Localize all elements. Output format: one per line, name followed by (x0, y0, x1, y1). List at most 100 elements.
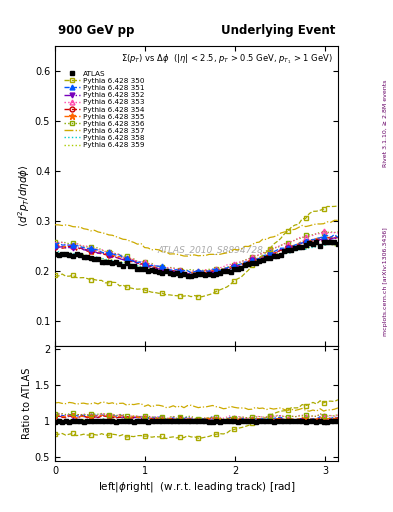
Pythia 6.428 353 (224, 262, 229, 268)
Line: Pythia 6.428 351: Pythia 6.428 351 (53, 232, 340, 275)
Line: Pythia 6.428 358: Pythia 6.428 358 (55, 243, 338, 275)
Text: 900 GeV pp: 900 GeV pp (58, 24, 134, 37)
ATLAS (185, 273, 190, 280)
Pythia 6.428 359 (178, 270, 183, 276)
Pythia 6.428 352 (239, 263, 244, 269)
Pythia 6.428 350 (307, 210, 312, 217)
Pythia 6.428 353 (250, 254, 254, 261)
Pythia 6.428 355 (228, 264, 233, 270)
ATLAS (307, 240, 312, 246)
Pythia 6.428 358 (336, 240, 340, 246)
Pythia 6.428 356 (250, 253, 254, 260)
Pythia 6.428 359 (228, 268, 233, 274)
Pythia 6.428 357 (250, 242, 254, 248)
Pythia 6.428 359 (189, 271, 193, 278)
ATLAS (250, 260, 254, 266)
Pythia 6.428 356 (224, 264, 229, 270)
Line: Pythia 6.428 355: Pythia 6.428 355 (52, 233, 341, 277)
Pythia 6.428 356 (196, 269, 201, 275)
Line: Pythia 6.428 357: Pythia 6.428 357 (55, 220, 338, 256)
Pythia 6.428 356 (307, 231, 312, 238)
Pythia 6.428 354 (239, 263, 244, 269)
Pythia 6.428 353 (307, 233, 312, 239)
Pythia 6.428 358 (307, 245, 312, 251)
Pythia 6.428 358 (250, 262, 254, 268)
Pythia 6.428 352 (250, 257, 254, 263)
Pythia 6.428 352 (336, 237, 340, 243)
Pythia 6.428 356 (178, 267, 183, 273)
Pythia 6.428 355 (336, 234, 340, 240)
Pythia 6.428 352 (224, 265, 229, 271)
Pythia 6.428 356 (239, 259, 244, 265)
Line: Pythia 6.428 356: Pythia 6.428 356 (53, 229, 340, 274)
Pythia 6.428 355 (53, 242, 57, 248)
Pythia 6.428 359 (329, 241, 333, 247)
Pythia 6.428 350 (178, 293, 183, 299)
X-axis label: left|$\phi$right|  (w.r.t. leading track) [rad]: left|$\phi$right| (w.r.t. leading track)… (98, 480, 295, 494)
Pythia 6.428 353 (239, 259, 244, 265)
Pythia 6.428 354 (53, 244, 57, 250)
Pythia 6.428 354 (250, 258, 254, 264)
Y-axis label: Ratio to ATLAS: Ratio to ATLAS (22, 368, 32, 439)
Pythia 6.428 351 (250, 257, 254, 263)
Pythia 6.428 353 (228, 261, 233, 267)
Pythia 6.428 355 (332, 233, 337, 240)
Line: Pythia 6.428 354: Pythia 6.428 354 (53, 235, 340, 276)
Pythia 6.428 355 (239, 261, 244, 267)
Pythia 6.428 357 (239, 246, 244, 252)
Pythia 6.428 351 (332, 231, 337, 238)
ATLAS (53, 251, 57, 258)
Pythia 6.428 357 (178, 252, 183, 258)
Pythia 6.428 354 (336, 234, 340, 241)
Line: Pythia 6.428 350: Pythia 6.428 350 (53, 204, 340, 300)
Pythia 6.428 352 (332, 234, 337, 241)
Pythia 6.428 351 (228, 264, 233, 270)
Pythia 6.428 359 (239, 264, 244, 270)
Pythia 6.428 359 (250, 261, 254, 267)
Pythia 6.428 358 (178, 271, 183, 278)
Text: $\Sigma(p_T)$ vs $\Delta\phi$  ($|\eta|$ < 2.5, $p_T$ > 0.5 GeV, $p_{T_1}$ > 1 G: $\Sigma(p_T)$ vs $\Delta\phi$ ($|\eta|$ … (121, 52, 332, 66)
Pythia 6.428 357 (185, 253, 190, 259)
Pythia 6.428 357 (53, 222, 57, 228)
Pythia 6.428 356 (53, 239, 57, 245)
Pythia 6.428 355 (178, 269, 183, 275)
Pythia 6.428 358 (239, 264, 244, 270)
Pythia 6.428 351 (307, 237, 312, 243)
Pythia 6.428 350 (228, 281, 233, 287)
Pythia 6.428 353 (185, 270, 190, 276)
ATLAS (239, 265, 244, 271)
Pythia 6.428 350 (224, 284, 229, 290)
Pythia 6.428 353 (178, 267, 183, 273)
Pythia 6.428 354 (307, 239, 312, 245)
Pythia 6.428 356 (336, 228, 340, 234)
Pythia 6.428 355 (224, 266, 229, 272)
Pythia 6.428 353 (53, 241, 57, 247)
Pythia 6.428 351 (336, 234, 340, 241)
ATLAS (228, 269, 233, 275)
Pythia 6.428 355 (307, 238, 312, 244)
ATLAS (178, 272, 183, 279)
Line: ATLAS: ATLAS (53, 239, 340, 279)
Pythia 6.428 352 (178, 269, 183, 275)
Pythia 6.428 358 (224, 268, 229, 274)
Pythia 6.428 352 (307, 239, 312, 245)
Pythia 6.428 354 (178, 268, 183, 274)
Pythia 6.428 352 (192, 271, 197, 277)
Pythia 6.428 351 (224, 265, 229, 271)
Pythia 6.428 353 (321, 228, 326, 234)
Pythia 6.428 357 (224, 250, 229, 256)
Pythia 6.428 355 (185, 271, 190, 277)
Pythia 6.428 357 (336, 217, 340, 223)
Pythia 6.428 353 (336, 230, 340, 236)
Pythia 6.428 358 (228, 267, 233, 273)
Line: Pythia 6.428 359: Pythia 6.428 359 (55, 244, 338, 274)
ATLAS (336, 241, 340, 247)
Text: ATLAS_2010_S8894728: ATLAS_2010_S8894728 (158, 245, 264, 254)
Pythia 6.428 350 (250, 262, 254, 268)
Pythia 6.428 351 (53, 242, 57, 248)
Pythia 6.428 357 (228, 248, 233, 254)
Text: Underlying Event: Underlying Event (221, 24, 335, 37)
Pythia 6.428 359 (307, 244, 312, 250)
ATLAS (332, 239, 337, 245)
Pythia 6.428 352 (53, 244, 57, 250)
